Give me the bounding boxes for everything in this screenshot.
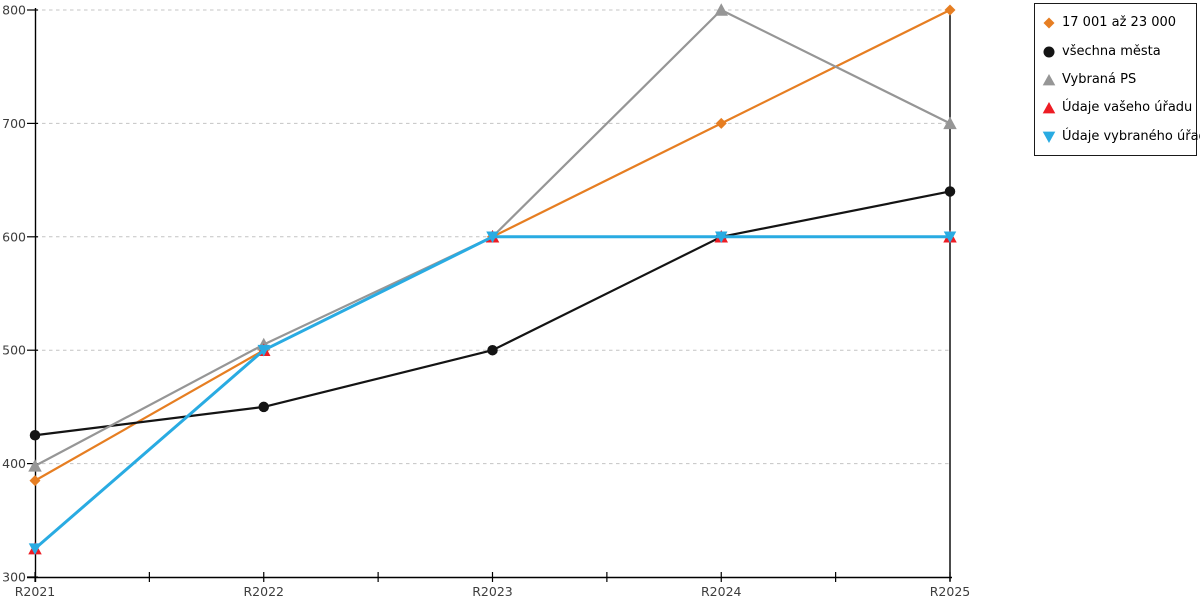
legend-item-label: Údaje vybraného úřadu [1062, 128, 1200, 144]
x-axis-tick-label: R2022 [244, 584, 285, 599]
circle-marker-icon [29, 430, 41, 441]
legend-item-label: všechna města [1062, 43, 1161, 59]
diamond-icon [1043, 17, 1055, 29]
legend-item[interactable]: 17 001 až 23 000 [1042, 9, 1190, 37]
triangle-up-icon [1042, 73, 1056, 86]
x-axis-tick-label: R2023 [472, 584, 513, 599]
legend-item-label: 17 001 až 23 000 [1062, 15, 1177, 31]
legend-item[interactable]: Údaje vašeho úřadu [1042, 94, 1193, 122]
y-axis-tick-label: 400 [2, 456, 26, 471]
legend-item[interactable]: Vybraná PS [1042, 66, 1190, 94]
triangle-up-marker-icon [714, 3, 728, 16]
triangle-up-icon [1042, 102, 1056, 114]
triangle-down-marker-icon [257, 344, 270, 357]
triangle-down-marker-icon [28, 543, 42, 555]
circle-marker-icon [944, 186, 956, 197]
triangle-down-marker-icon [486, 231, 499, 244]
circle-marker-icon [487, 344, 498, 356]
legend-item[interactable]: Údaje vybraného úřadu [1042, 123, 1200, 151]
circle-marker-icon [258, 401, 269, 413]
legend-item-label: Vybraná PS [1062, 71, 1137, 87]
legend: 17 001 až 23 000 všechna města Vybraná PS Ú… [1034, 3, 1200, 156]
diamond-marker-icon [944, 4, 956, 16]
triangle-down-icon [1042, 131, 1056, 143]
triangle-up-marker-icon [28, 459, 42, 472]
y-axis-tick-label: 300 [2, 570, 26, 585]
series-line [33, 190, 952, 437]
y-axis-tick-label: 600 [2, 229, 26, 244]
diamond-marker-icon [29, 475, 41, 487]
diamond-marker-icon [715, 117, 727, 129]
circle-icon [1043, 46, 1055, 58]
x-axis-tick-label: R2021 [15, 584, 56, 599]
legend-item[interactable]: všechna města [1042, 37, 1190, 65]
y-axis-tick-label: 700 [2, 116, 26, 131]
x-axis-tick-label: R2024 [701, 584, 742, 599]
x-axis-tick-label: R2025 [930, 584, 971, 599]
y-axis-tick-label: 500 [2, 343, 26, 358]
series-line [33, 8, 952, 482]
triangle-down-marker-icon [715, 231, 728, 244]
triangle-down-marker-icon [943, 231, 957, 244]
legend-item-label: Údaje vašeho úřadu [1062, 100, 1193, 116]
y-axis-tick-label: 800 [2, 3, 26, 18]
triangle-up-marker-icon [943, 116, 957, 130]
